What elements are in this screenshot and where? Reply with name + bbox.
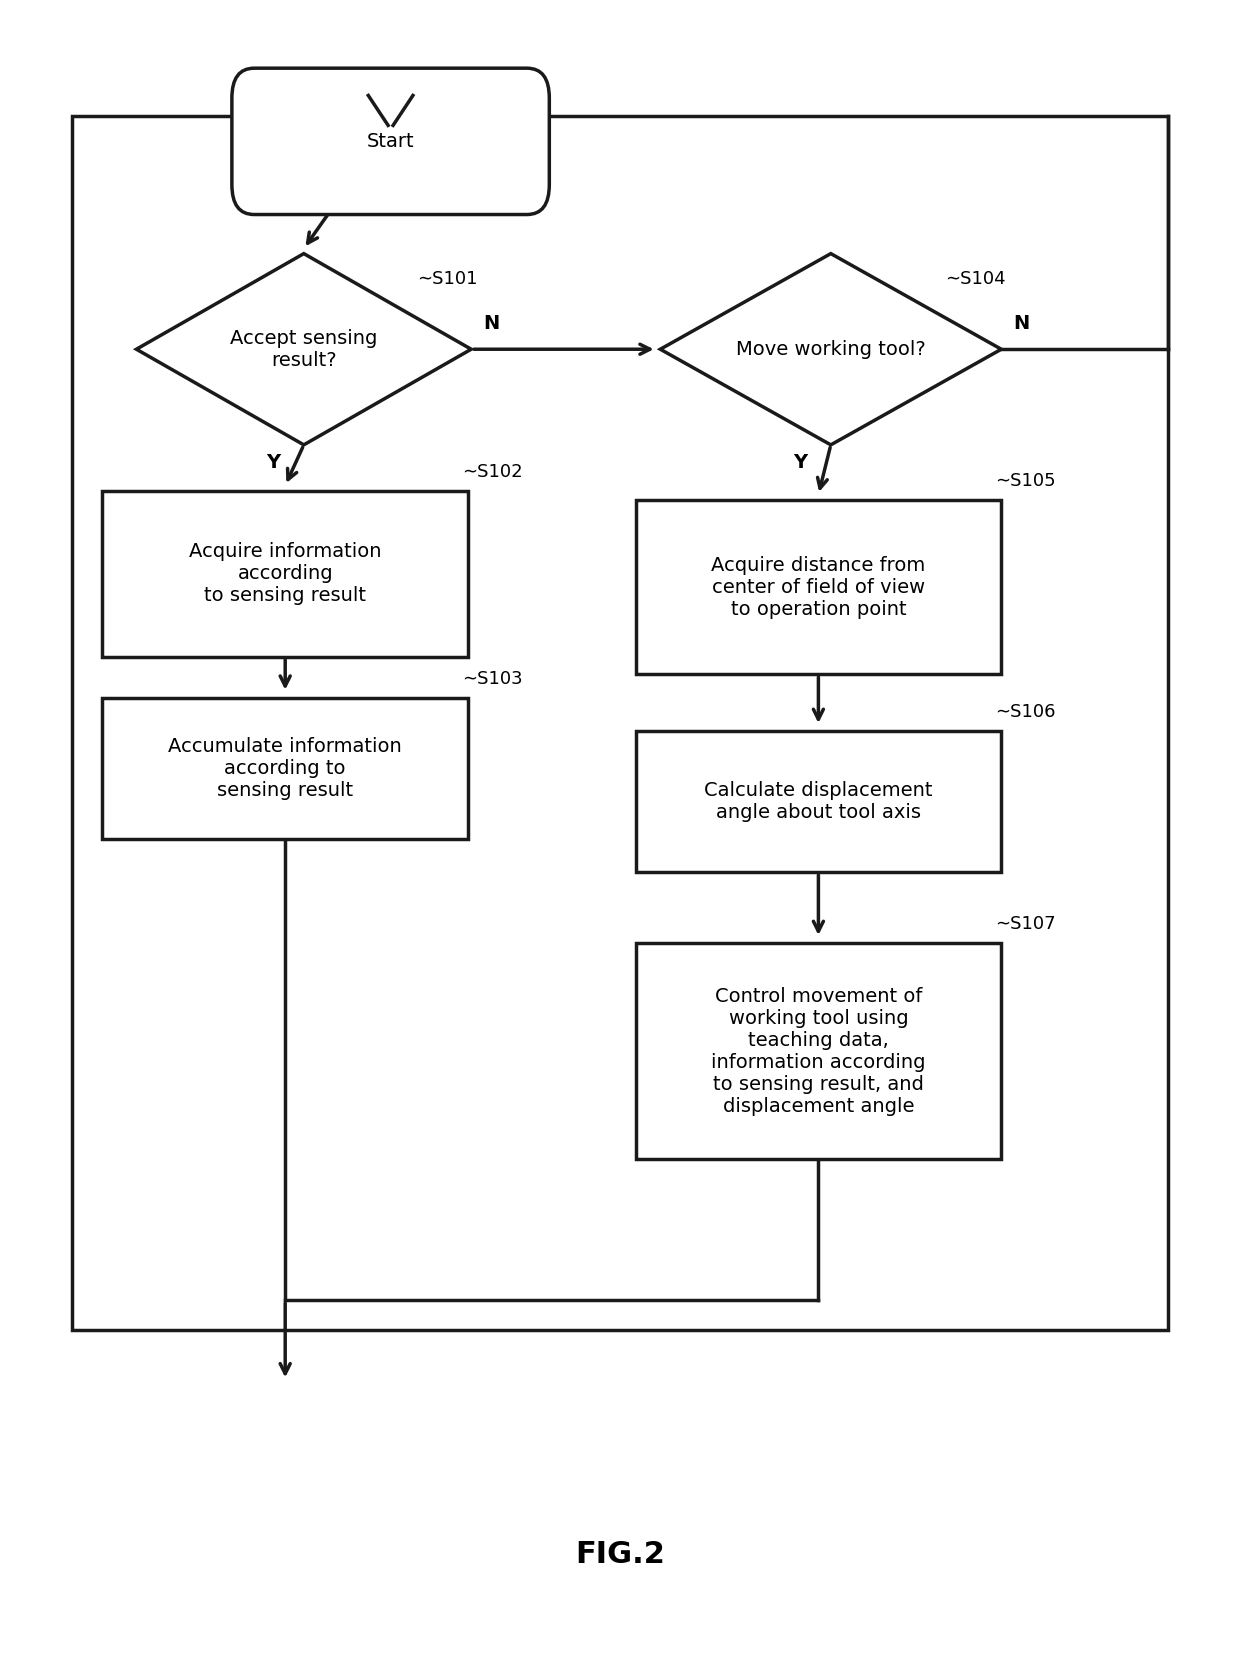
Text: N: N	[1014, 314, 1030, 333]
Text: ∼S104: ∼S104	[946, 269, 1006, 288]
Text: N: N	[484, 314, 500, 333]
Text: Acquire distance from
center of field of view
to operation point: Acquire distance from center of field of…	[712, 555, 925, 619]
Text: Calculate displacement
angle about tool axis: Calculate displacement angle about tool …	[704, 782, 932, 822]
Text: Y: Y	[265, 452, 280, 472]
Bar	[636, 499, 1002, 675]
Text: Accumulate information
according to
sensing result: Accumulate information according to sens…	[169, 737, 402, 800]
Bar	[636, 943, 1002, 1159]
Text: ∼S101: ∼S101	[417, 269, 477, 288]
Polygon shape	[136, 253, 471, 444]
Polygon shape	[660, 253, 1002, 444]
Bar	[636, 732, 1002, 871]
Bar	[72, 116, 1168, 1330]
Text: Acquire information
according
to sensing result: Acquire information according to sensing…	[188, 542, 382, 605]
Text: Accept sensing
result?: Accept sensing result?	[231, 329, 377, 369]
Bar	[103, 698, 467, 838]
Bar	[103, 491, 467, 657]
Text: ∼S107: ∼S107	[994, 915, 1055, 933]
Text: ∼S106: ∼S106	[994, 703, 1055, 722]
Text: Start: Start	[367, 131, 414, 151]
Text: ∼S105: ∼S105	[994, 472, 1055, 489]
Text: Control movement of
working tool using
teaching data,
information according
to s: Control movement of working tool using t…	[712, 986, 925, 1116]
Text: ∼S103: ∼S103	[461, 670, 522, 688]
FancyBboxPatch shape	[232, 68, 549, 215]
Text: FIG.2: FIG.2	[575, 1540, 665, 1570]
Text: Y: Y	[792, 452, 807, 472]
Text: ∼S102: ∼S102	[461, 462, 522, 481]
Text: Move working tool?: Move working tool?	[735, 339, 926, 359]
